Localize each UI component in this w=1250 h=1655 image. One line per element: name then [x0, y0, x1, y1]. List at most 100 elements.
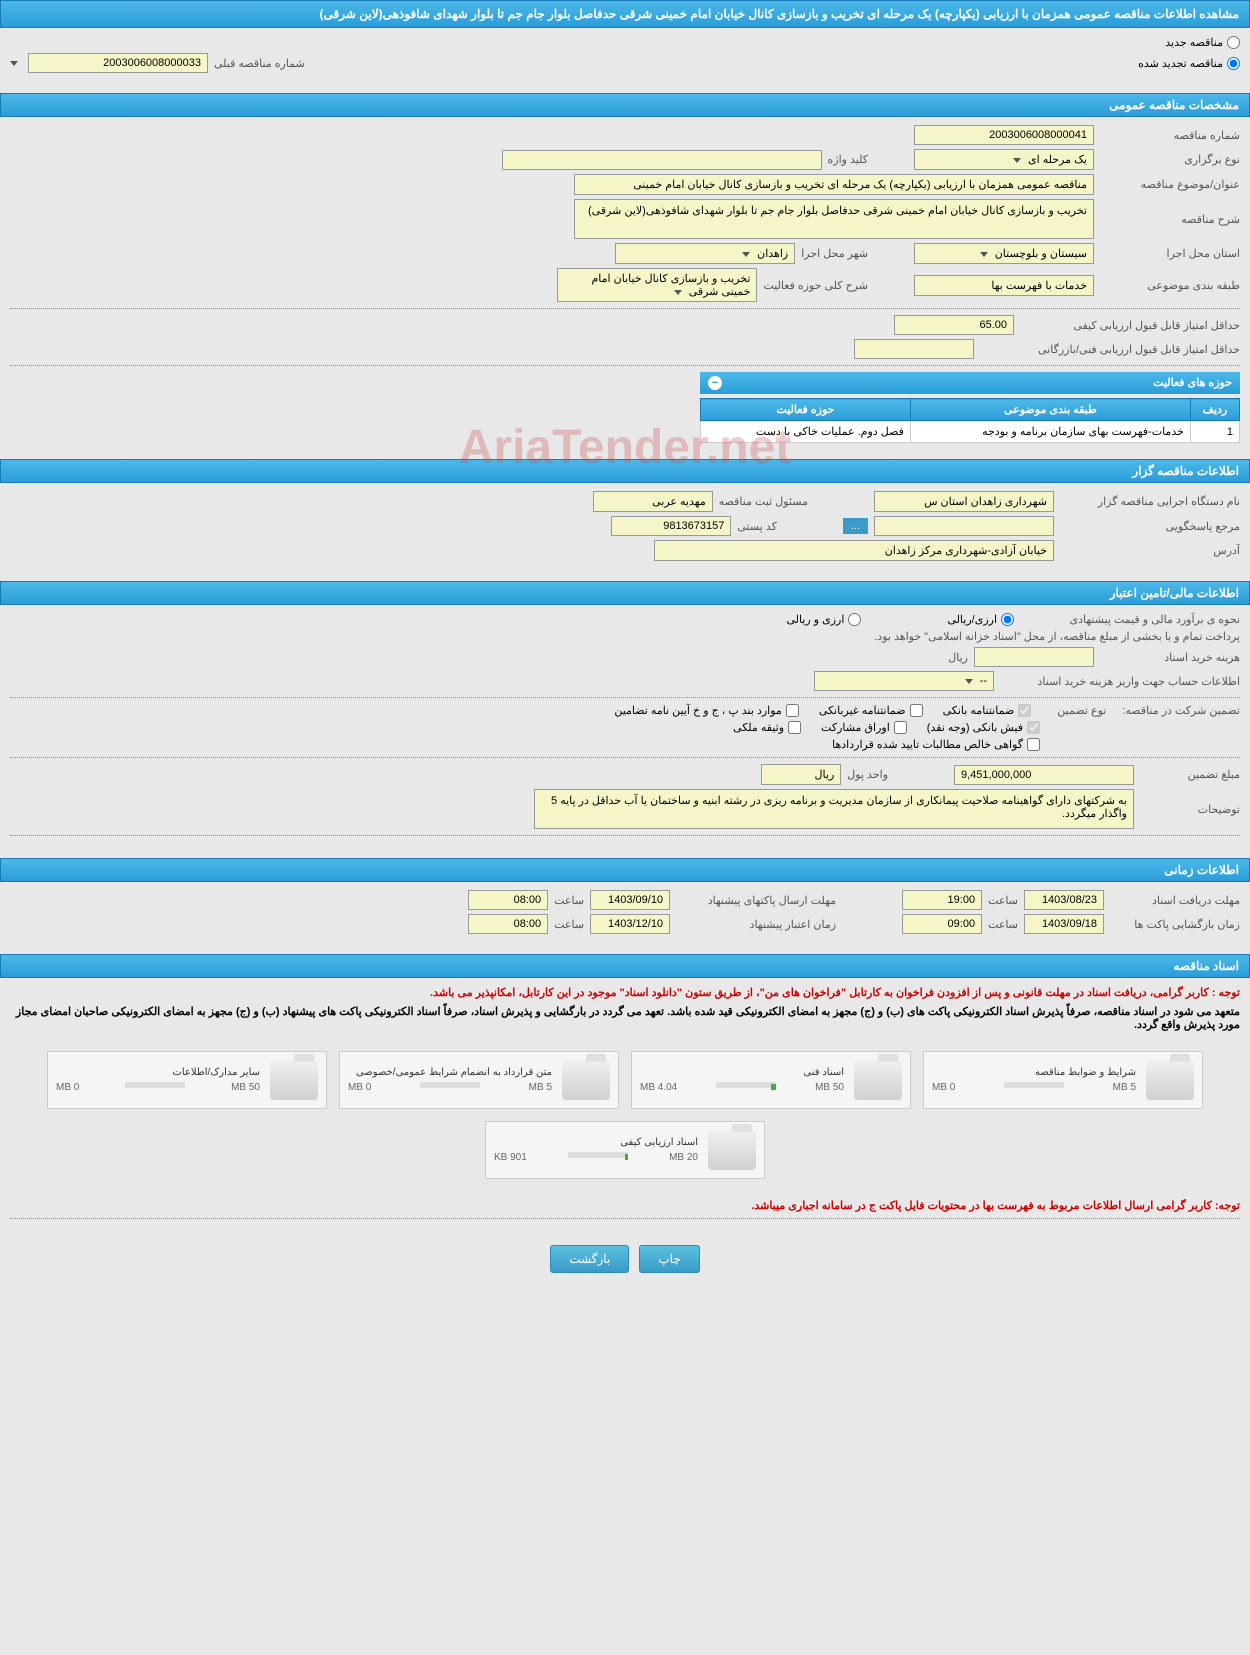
divider — [10, 365, 1240, 366]
address-field[interactable]: خیابان آزادی-شهرداری مرکز زاهدان — [654, 540, 1054, 561]
participate-label: تضمین شرکت در مناقصه: — [1122, 704, 1240, 717]
envelope-open-label: زمان بازگشایی پاکت ها — [1110, 918, 1240, 931]
radio-renewed-input[interactable] — [1227, 57, 1240, 70]
min-tech-field[interactable] — [854, 339, 974, 359]
postal-field[interactable]: 9813673157 — [611, 516, 731, 536]
print-button[interactable]: چاپ — [639, 1245, 699, 1273]
documents-block: توجه : کاربر گرامی، دریافت اسناد در مهلت… — [0, 978, 1250, 1233]
section-documents: اسناد مناقصه — [0, 954, 1250, 978]
doc-used: 0 MB — [932, 1082, 955, 1093]
doc-note-1: توجه : کاربر گرامی، دریافت اسناد در مهلت… — [10, 986, 1240, 999]
holder-block: نام دستگاه اجرایی مناقصه گزار شهرداری زا… — [0, 483, 1250, 573]
responsible-field: مهدیه عربی — [593, 491, 713, 512]
radio-rial-input[interactable] — [1001, 613, 1014, 626]
cb-bank-guarantee[interactable]: ضمانتنامه بانکی — [943, 704, 1032, 717]
radio-new-input[interactable] — [1227, 36, 1240, 49]
cell-category: خدمات-فهرست بهای سازمان برنامه و بودجه — [910, 421, 1190, 443]
desc-field[interactable]: تخریب و بازسازی کانال خیابان امام خمینی … — [574, 199, 1094, 239]
category-field: خدمات با فهرست بها — [914, 275, 1094, 296]
prev-number-dropdown-icon[interactable] — [10, 61, 18, 66]
progress-bar — [1004, 1082, 1064, 1088]
browse-button[interactable]: ... — [843, 518, 868, 534]
cb-nonbank-guarantee[interactable]: ضمانتنامه غیربانکی — [819, 704, 923, 717]
province-field[interactable]: سیستان و بلوچستان — [914, 243, 1094, 264]
col-row: ردیف — [1190, 399, 1239, 421]
cb-bank-receipt[interactable]: فیش بانکی (وجه نقد) — [927, 721, 1040, 734]
doc-title: اسناد فنی — [640, 1067, 844, 1078]
province-dropdown-icon — [980, 252, 988, 257]
doc-card-other[interactable]: سایر مدارک/اطلاعات 50 MB 0 MB — [47, 1051, 327, 1109]
doc-cost-field[interactable] — [974, 647, 1094, 667]
doc-footer-note: توجه: کاربر گرامی ارسال اطلاعات مربوط به… — [10, 1199, 1240, 1212]
validity-time[interactable]: 08:00 — [468, 914, 548, 934]
city-field[interactable]: زاهدان — [615, 243, 795, 264]
payment-note: پرداخت تمام و یا بخشی از مبلغ مناقصه، از… — [874, 630, 1240, 643]
account-info-field[interactable]: -- — [814, 671, 994, 691]
doc-used: 901 KB — [494, 1152, 527, 1163]
timing-block: مهلت دریافت اسناد 1403/08/23 ساعت 19:00 … — [0, 882, 1250, 946]
envelope-open-time[interactable]: 09:00 — [902, 914, 982, 934]
validity-label: زمان اعتبار پیشنهاد — [676, 918, 836, 931]
doc-receive-date[interactable]: 1403/08/23 — [1024, 890, 1104, 910]
responsible-label: مسئول ثبت مناقصه — [719, 495, 808, 508]
activity-domain-label: شرح کلی حوزه فعالیت — [763, 279, 868, 292]
cb-claims[interactable]: گواهی خالص مطالبات تایید شده قراردادها — [832, 738, 1040, 751]
subject-field: مناقصه عمومی همزمان با ارزیابی (یکپارچه)… — [574, 174, 1094, 195]
activities-collapse-icon[interactable]: − — [708, 376, 722, 390]
contact-label: مرجع پاسخگویی — [1060, 520, 1240, 533]
radio-renewed-label: مناقصه تجدید شده — [1138, 57, 1223, 70]
folder-icon — [854, 1060, 902, 1100]
section-timing: اطلاعات زمانی — [0, 858, 1250, 882]
account-dropdown-icon — [965, 679, 973, 684]
postal-label: کد پستی — [737, 520, 776, 533]
tender-type-block: مناقصه جدید مناقصه تجدید شده شماره مناقص… — [0, 28, 1250, 85]
button-row: چاپ بازگشت — [0, 1233, 1250, 1285]
province-label: استان محل اجرا — [1100, 247, 1240, 260]
category-label: طبقه بندی موضوعی — [1100, 279, 1240, 292]
radio-new-tender[interactable]: مناقصه جدید — [1165, 36, 1240, 49]
validity-date[interactable]: 1403/12/10 — [590, 914, 670, 934]
section-holder: اطلاعات مناقصه گزار — [0, 459, 1250, 483]
account-info-label: اطلاعات حساب جهت واریز هزینه خرید اسناد — [1000, 675, 1240, 688]
envelope-send-time[interactable]: 08:00 — [468, 890, 548, 910]
page-title: مشاهده اطلاعات مناقصه عمومی همزمان با ار… — [320, 7, 1239, 21]
keyword-field[interactable] — [502, 150, 822, 170]
contact-field[interactable] — [874, 516, 1054, 536]
doc-card-terms[interactable]: شرایط و ضوابط مناقصه 5 MB 0 MB — [923, 1051, 1203, 1109]
amount-field[interactable]: 9,451,000,000 — [954, 765, 1134, 785]
doc-used: 4.04 MB — [640, 1082, 677, 1093]
folder-icon — [708, 1130, 756, 1170]
envelope-open-date[interactable]: 1403/09/18 — [1024, 914, 1104, 934]
activity-domain-field[interactable]: تخریب و بازسازی کانال خیابان امام خمینی … — [557, 268, 757, 302]
cell-domain: فصل دوم. عملیات خاکی با دست — [701, 421, 911, 443]
general-block: شماره مناقصه 2003006008000041 نوع برگزار… — [0, 117, 1250, 451]
notes-field[interactable]: به شرکتهای دارای گواهینامه صلاحیت پیمانک… — [534, 789, 1134, 829]
doc-title: شرایط و ضوابط مناقصه — [932, 1067, 1136, 1078]
docs-grid: شرایط و ضوابط مناقصه 5 MB 0 MB اسناد فنی… — [10, 1039, 1240, 1191]
doc-card-quality[interactable]: اسناد ارزیابی کیفی 20 MB 901 KB — [485, 1121, 765, 1179]
folder-icon — [562, 1060, 610, 1100]
min-quality-field[interactable]: 65.00 — [894, 315, 1014, 335]
time-label-1: ساعت — [988, 894, 1018, 907]
city-dropdown-icon — [742, 252, 750, 257]
radio-new-label: مناقصه جدید — [1165, 36, 1223, 49]
divider — [10, 757, 1240, 758]
prev-number-label: شماره مناقصه قبلی — [214, 57, 305, 70]
doc-card-technical[interactable]: اسناد فنی 50 MB 4.04 MB — [631, 1051, 911, 1109]
doc-receive-time[interactable]: 19:00 — [902, 890, 982, 910]
radio-mixed[interactable]: ارزی و ریالی — [786, 613, 861, 626]
doc-card-contract[interactable]: متن قرارداد به انضمام شرایط عمومی/خصوصی … — [339, 1051, 619, 1109]
radio-rial[interactable]: ارزی/ریالی — [947, 613, 1014, 626]
envelope-send-label: مهلت ارسال پاکتهای پیشنهاد — [676, 894, 836, 907]
cb-participation[interactable]: اوراق مشارکت — [821, 721, 907, 734]
cb-collateral[interactable]: موارد بند پ ، ج و خ آیین نامه تضامین — [614, 704, 798, 717]
envelope-send-date[interactable]: 1403/09/10 — [590, 890, 670, 910]
radio-renewed-tender[interactable]: مناقصه تجدید شده — [1138, 57, 1240, 70]
back-button[interactable]: بازگشت — [550, 1245, 629, 1273]
radio-mixed-input[interactable] — [848, 613, 861, 626]
cb-property[interactable]: وثیقه ملکی — [733, 721, 801, 734]
type-field[interactable]: یک مرحله ای — [914, 149, 1094, 170]
page-title-bar: مشاهده اطلاعات مناقصه عمومی همزمان با ار… — [0, 0, 1250, 28]
progress-bar — [420, 1082, 480, 1088]
activity-dropdown-icon — [674, 290, 682, 295]
